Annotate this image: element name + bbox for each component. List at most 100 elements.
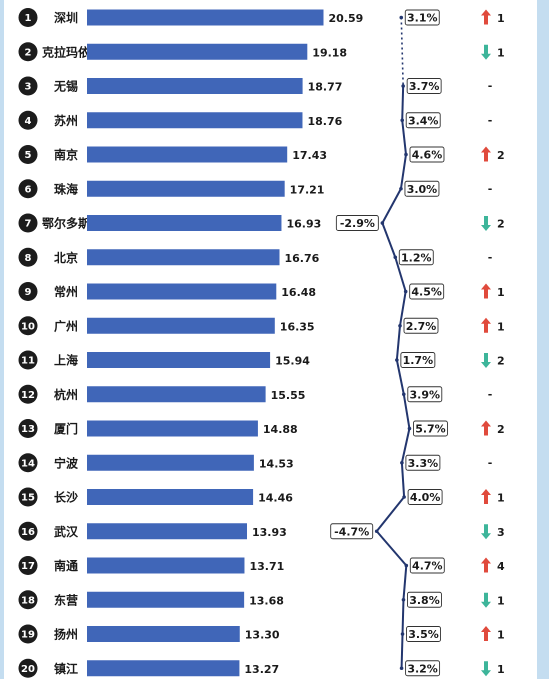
city-label: 无锡 [53, 79, 78, 94]
growth-label: 3.4% [408, 114, 439, 127]
growth-label: 4.0% [410, 491, 441, 504]
rank-number: 3 [25, 82, 32, 93]
city-label: 南通 [54, 558, 78, 573]
growth-label: 3.0% [407, 183, 438, 196]
chart-row: 9 常州 16.48 4.5% 1 [18, 282, 505, 301]
rank-change-value: 1 [497, 320, 505, 333]
growth-line-segment [399, 154, 407, 189]
bar-value-label: 18.76 [307, 115, 342, 128]
city-label: 镇江 [54, 661, 78, 676]
bar [87, 420, 258, 437]
city-label: 常州 [54, 284, 78, 299]
chart-row: 5 南京 17.43 4.6% 2 [18, 145, 505, 164]
bar-value-label: 14.53 [259, 457, 294, 470]
growth-line-segment [394, 256, 407, 292]
rank-number: 20 [21, 664, 35, 675]
growth-point [400, 632, 405, 636]
chart-row: 18 东营 13.68 3.8% 1 [18, 590, 505, 610]
rank-badge [18, 145, 38, 164]
growth-point [401, 392, 406, 397]
chart-row: 14 宁波 14.53 3.3% - [18, 453, 492, 473]
rank-up-arrow-icon [481, 9, 491, 25]
chart-row: 7 鄂尔多斯 16.93 -2.9% 2 [18, 213, 505, 233]
city-label: 北京 [54, 250, 78, 265]
growth-point [380, 221, 385, 225]
growth-line-segment [375, 530, 408, 567]
rank-change-value: 1 [497, 12, 505, 25]
growth-label: 2.7% [406, 320, 437, 333]
rank-number: 17 [21, 561, 35, 572]
growth-line-segment [381, 222, 397, 258]
growth-label: 3.5% [408, 628, 439, 641]
growth-point [401, 597, 406, 602]
rank-number: 10 [21, 321, 35, 332]
growth-line-segment [400, 428, 411, 463]
chart-row: 10 广州 16.35 2.7% 1 [18, 316, 505, 336]
bar [87, 43, 308, 60]
city-label: 杭州 [54, 387, 78, 402]
rank-badge [18, 213, 38, 233]
chart-row: 4 苏州 18.76 3.4% - [18, 110, 492, 130]
rank-up-arrow-icon [481, 420, 491, 436]
bar-value-label: 16.93 [286, 218, 321, 231]
bar-value-label: 17.21 [290, 183, 325, 196]
growth-label: 3.2% [407, 662, 438, 675]
bar [87, 352, 271, 368]
bar-value-label: 16.48 [281, 286, 316, 299]
chart-row: 15 长沙 14.46 4.0% 1 [18, 487, 505, 507]
bar [87, 317, 275, 334]
rank-badge [18, 624, 38, 644]
growth-label-box [403, 317, 439, 334]
bar [87, 489, 254, 505]
chart-row: 3 无锡 18.77 3.7% - [18, 76, 493, 96]
rank-number: 16 [21, 527, 35, 538]
growth-line-segment [401, 599, 405, 635]
growth-label-box [400, 352, 436, 368]
chart-row: 17 南通 13.71 4.7% 4 [18, 556, 505, 575]
rank-number: 13 [21, 424, 35, 435]
growth-label: 1.7% [403, 354, 434, 367]
growth-label-box [407, 591, 442, 608]
bar-value-label: 13.68 [249, 594, 284, 607]
rank-down-arrow-icon [481, 524, 491, 540]
growth-point [399, 666, 404, 671]
rank-change-value: 2 [497, 149, 505, 162]
bar [87, 386, 266, 403]
growth-label: 3.9% [410, 388, 441, 401]
chart-row: 16 武汉 13.93 -4.7% 3 [18, 521, 505, 541]
rank-change-none: - [488, 80, 493, 93]
bar-value-label: 13.71 [249, 560, 284, 573]
rank-badge [18, 76, 38, 96]
growth-label-box [405, 454, 441, 471]
bar-value-label: 14.46 [258, 492, 293, 505]
growth-point [400, 118, 405, 123]
growth-line-group [375, 17, 411, 669]
rank-up-arrow-icon [481, 283, 491, 299]
city-label: 东营 [54, 592, 78, 607]
growth-point [398, 323, 402, 328]
rank-badge [18, 247, 38, 267]
growth-line-segment [375, 496, 405, 532]
city-label: 深圳 [54, 10, 78, 25]
city-label: 厦门 [54, 421, 78, 436]
growth-line-segment [401, 120, 407, 155]
bar-value-label: 15.55 [271, 389, 306, 402]
city-label: 扬州 [54, 627, 78, 642]
rank-change-none: - [488, 182, 493, 195]
rank-change-value: 2 [497, 423, 505, 436]
growth-label-box [330, 523, 374, 540]
bar-value-label: 16.35 [280, 320, 315, 333]
growth-label-box [409, 146, 445, 163]
bar-value-label: 18.77 [308, 81, 343, 94]
city-label: 上海 [54, 353, 78, 368]
rank-badge [18, 110, 38, 130]
growth-label-box [406, 78, 442, 94]
growth-point [403, 289, 408, 294]
growth-point [402, 495, 406, 499]
rank-badge [18, 42, 38, 62]
city-label: 鄂尔多斯 [42, 216, 90, 231]
growth-line-segment [381, 188, 402, 224]
bar [87, 112, 303, 129]
bar-value-label: 14.88 [263, 423, 298, 436]
growth-label: 3.1% [407, 12, 438, 25]
